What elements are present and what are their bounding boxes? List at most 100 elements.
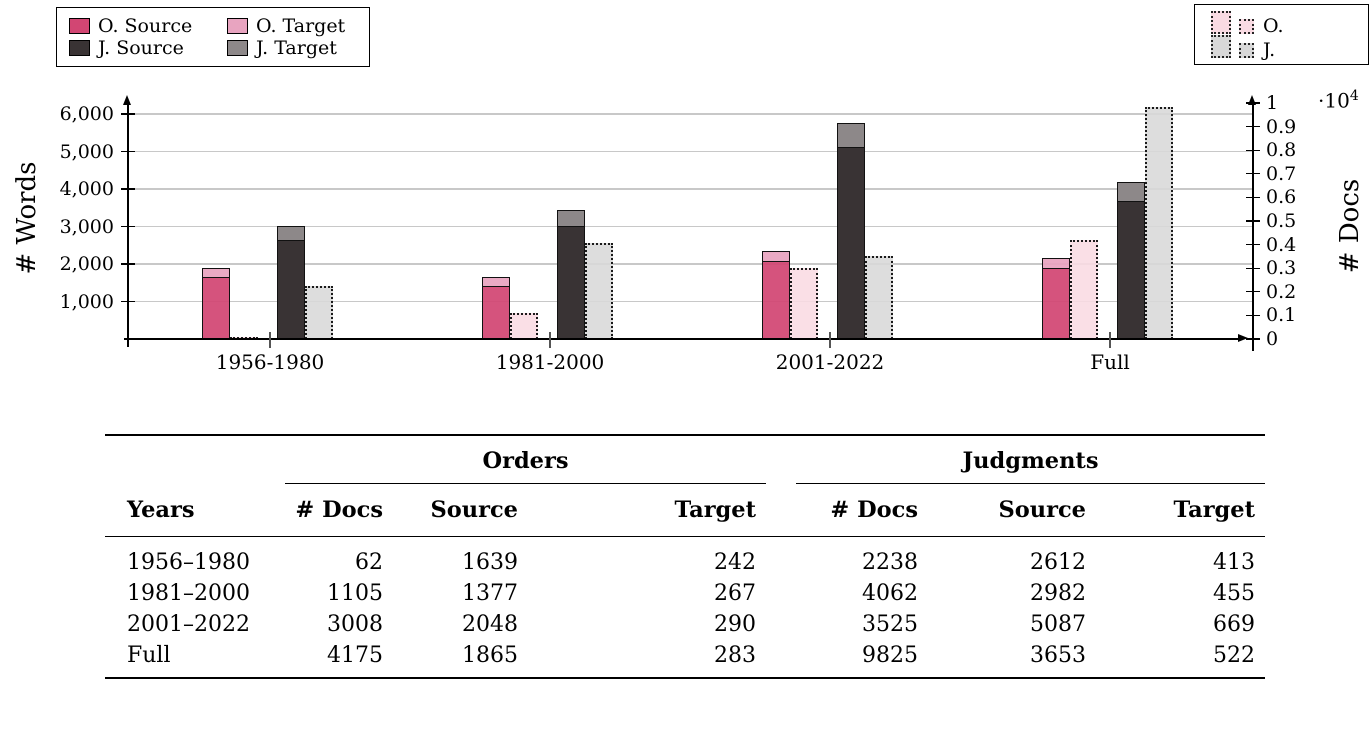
bar-o-docs xyxy=(510,312,538,339)
y-axis-right-tick-label: 0.5 xyxy=(1266,210,1297,232)
bar-j-source xyxy=(1117,202,1145,339)
bar-j-docs xyxy=(1145,107,1173,339)
right-axis-multiplier: ·104 xyxy=(1318,88,1359,113)
bar-o-source xyxy=(482,287,510,339)
j-target-swatch-icon xyxy=(227,40,248,56)
bar-j-source xyxy=(837,148,865,339)
j-source-cell: 2612 xyxy=(1030,550,1086,575)
table-group-header-row: Orders Judgments xyxy=(105,435,1265,484)
y-axis-left-tick xyxy=(121,300,135,303)
j-target-cell: 669 xyxy=(1213,612,1255,637)
x-axis-tick xyxy=(269,332,271,348)
o-docs-swatch-icon xyxy=(1239,19,1254,35)
bar-j-source xyxy=(277,241,305,339)
y-axis-right-tick xyxy=(1246,338,1260,340)
x-axis-tick-label: Full xyxy=(1090,350,1130,374)
gridline xyxy=(128,150,1253,153)
y-axis-left-tick-label: 6,000 xyxy=(59,103,114,125)
y-axis-right-tick-label: 0.7 xyxy=(1266,162,1297,185)
x-axis-arrow-icon xyxy=(1238,333,1248,342)
y-axis-left-tick-label: 5,000 xyxy=(59,140,114,163)
y-axis-left-tick-label: 3,000 xyxy=(59,215,114,238)
y-axis-right-tick-label: 0.6 xyxy=(1266,186,1297,209)
o-docs-cell: 3008 xyxy=(327,612,383,637)
y-axis-right-tick xyxy=(1246,173,1260,175)
y-axis-label-docs: # Docs xyxy=(1335,178,1365,274)
x-axis-tick xyxy=(829,332,831,348)
col-header-orders-source: Source xyxy=(393,483,528,537)
j-source-cell: 5087 xyxy=(1030,612,1086,637)
table-row: 1956–1980 62 1639 242 2238 2612 413 xyxy=(105,537,1265,579)
years-cell: 1956–1980 xyxy=(127,550,250,575)
empty-cell xyxy=(105,435,285,484)
y-axis-right-tick-label: 0.4 xyxy=(1266,233,1297,256)
bar-j-target xyxy=(837,123,865,149)
legend-label: O. Target xyxy=(256,15,346,37)
o-source-cell: 2048 xyxy=(462,612,518,637)
y-axis-left-tick-label: 1,000 xyxy=(59,290,114,313)
table-row: 1981–2000 1105 1377 267 4062 2982 455 xyxy=(105,578,1265,609)
legend-label: J. Source xyxy=(98,37,184,59)
legend-label: J. Target xyxy=(256,37,337,59)
col-header-years: Years xyxy=(105,483,285,537)
legend-docs: O. J. xyxy=(1194,4,1369,65)
bar-j-docs xyxy=(305,286,333,339)
col-header-orders-docs: # Docs xyxy=(285,483,393,537)
legend-item-j-docs: J. xyxy=(1211,34,1358,59)
x-axis-tick xyxy=(1109,332,1111,348)
y-axis-left-line xyxy=(127,104,129,347)
legend-words: O. Source O. Target J. Source J. Target xyxy=(56,7,370,67)
o-source-cell: 1865 xyxy=(462,643,518,668)
bar-j-target xyxy=(1117,182,1145,202)
legend-label: O. xyxy=(1263,15,1284,38)
y-axis-right-tick-label: 1 xyxy=(1266,92,1279,114)
col-header-judgments-source: Source xyxy=(928,483,1096,537)
j-docs-swatch-icon xyxy=(1239,42,1254,58)
legend-item-o-docs: O. xyxy=(1211,11,1358,38)
spacer-cell xyxy=(766,537,796,579)
bar-o-source xyxy=(762,262,790,339)
bar-j-docs xyxy=(585,243,613,339)
j-target-cell: 522 xyxy=(1213,643,1255,668)
y-axis-left-tick-label: 4,000 xyxy=(59,178,114,200)
col-header-orders-target: Target xyxy=(528,483,766,537)
o-target-cell: 242 xyxy=(714,550,756,575)
table-column-header-row: Years # Docs Source Target # Docs Source… xyxy=(105,483,1265,537)
x-axis-line xyxy=(124,338,1239,340)
o-docs-cell: 62 xyxy=(355,550,383,575)
y-axis-right-tick xyxy=(1246,149,1260,151)
x-axis-tick-label: 1981-2000 xyxy=(495,350,605,374)
y-axis-right-tick xyxy=(1246,126,1260,128)
j-source-cell: 3653 xyxy=(1030,643,1086,668)
table-row: 2001–2022 3008 2048 290 3525 5087 669 xyxy=(105,609,1265,640)
x-axis-tick-label: 2001-2022 xyxy=(775,350,885,374)
o-target-cell: 290 xyxy=(714,612,756,637)
spacer-cell xyxy=(766,640,796,678)
bar-o-target xyxy=(1042,258,1070,270)
multiplier-base: ·10 xyxy=(1318,88,1350,113)
y-axis-right-tick-label: 0.2 xyxy=(1266,280,1297,303)
x-axis-tick xyxy=(549,332,551,348)
y-axis-left-tick xyxy=(121,225,135,228)
y-axis-right-tick-label: 0.3 xyxy=(1266,257,1297,280)
bar-o-target xyxy=(202,268,230,278)
o-target-cell: 283 xyxy=(714,643,756,668)
col-header-judgments-target: Target xyxy=(1096,483,1265,537)
bar-o-target xyxy=(762,251,790,263)
bar-j-source xyxy=(557,227,585,339)
o-target-cell: 267 xyxy=(714,581,756,606)
j-source-cell: 2982 xyxy=(1030,581,1086,606)
legend-item-j-target: J. Target xyxy=(227,37,357,59)
spacer-cell xyxy=(766,609,796,640)
y-axis-left-tick xyxy=(121,188,135,190)
bar-o-source xyxy=(202,277,230,339)
j-target-cell: 455 xyxy=(1213,581,1255,606)
y-axis-right-arrow-icon xyxy=(1248,95,1256,105)
gridline xyxy=(128,300,1253,303)
group-header-orders: Orders xyxy=(285,435,766,484)
y-axis-right-tick-label: 0.1 xyxy=(1266,304,1297,327)
gridline xyxy=(128,188,1253,190)
multiplier-exponent: 4 xyxy=(1349,88,1359,104)
j-docs-cell: 4062 xyxy=(862,581,918,606)
